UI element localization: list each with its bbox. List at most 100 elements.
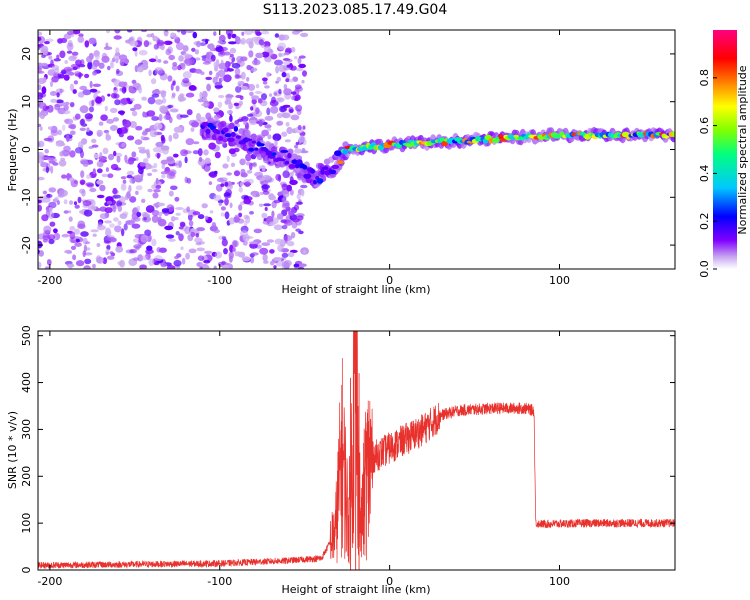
spectrogram-cell [84,113,94,120]
spectrogram-cell [73,80,79,85]
spectrogram-cell [498,134,504,140]
spectrogram-cell [48,160,56,164]
spectrogram-cell [176,253,182,258]
spectrogram-cell [77,91,85,98]
spectrogram-cell [276,120,284,126]
spectrogram-cell [285,122,290,127]
spectrogram-cell [164,225,174,231]
spectrogram-cell [266,107,271,116]
spectrogram-cell [281,112,291,119]
spectrogram-cell [59,50,66,59]
spectrogram-cell [201,90,208,99]
spectrogram-cell [201,203,208,209]
spectrogram-cell [154,88,160,93]
spectrogram-cell [244,30,253,36]
spectrogram-cell [229,53,234,58]
spectrogram-cell [228,41,237,45]
spectrogram-cell [118,196,126,203]
spectrogram-cell [342,149,349,155]
y-tick-label: 10 [20,95,33,109]
spectrogram-cell [131,223,141,229]
spectrogram-cell [336,160,344,165]
spectrogram-cell [269,221,276,226]
spectrogram-cell [262,190,270,195]
spectrogram-cell [83,252,93,256]
spectrogram-cell [296,215,304,221]
spectrogram-cell [79,210,83,214]
spectrogram-cell [266,58,272,63]
spectrogram-cell [72,89,77,94]
spectrogram-cell [93,153,99,159]
spectrogram-cell [258,39,264,46]
spectrogram-cell [98,121,104,126]
spectrogram-cell [297,263,307,268]
spectrogram-cell [196,227,206,232]
spectrogram-cell [269,99,279,107]
spectrogram-cell [282,58,291,61]
spectrogram-cell [170,185,178,191]
spectrogram-cell [254,30,261,35]
spectrogram-cell [222,163,229,169]
spectrogram-cell [238,187,243,193]
spectrogram-cell [155,141,164,148]
spectrogram-cell [190,127,195,132]
spectrogram-cell [293,263,300,268]
spectrogram-cell [179,221,186,228]
spectrogram-cell [79,105,89,114]
spectrogram-cell [171,64,178,71]
spectrogram-cell [61,124,66,131]
spectrogram-cell [44,41,50,45]
spectrogram-cell [224,133,232,138]
spectrogram-cell [261,165,266,172]
snr-frame [37,330,676,571]
spectrogram-cell [224,197,229,206]
spectrogram-cell [80,170,85,179]
spectrogram-cell [155,202,159,209]
spectrogram-cell [261,51,270,58]
spectrogram-cell [281,252,289,258]
spectrogram-cell [158,113,163,122]
y-tick-label: -20 [20,236,33,254]
colorbar-ticks: 0.0 0.2 0.4 0.6 0.8 [698,69,717,278]
spectrogram-cell [277,42,287,51]
spectrogram-cell [141,255,148,261]
spectrogram-cell [243,198,252,205]
spectrogram-cell [234,74,240,79]
spectrogram-cell [166,156,174,162]
spectrogram-cell [229,47,237,54]
spectrogram-cell [147,96,156,105]
spectrogram-cell [104,220,112,224]
spectrogram-cell [139,162,147,167]
spectrogram-cell [254,90,263,95]
spectrogram-cell [201,121,209,127]
spectrogram-cell [92,83,102,88]
spectrogram-cell [246,77,250,82]
spectrogram-cell [303,173,312,179]
spectrogram-cell [61,233,70,238]
spectrogram-cell [79,119,85,126]
spectrogram-cell [89,187,97,193]
spectrogram-cell [177,94,184,102]
spectrogram-cell [296,67,304,72]
spectrogram-cell [106,200,113,205]
spectrogram-cell [290,231,296,239]
spectrogram-cell [224,211,230,220]
spectrogram-cell [175,212,181,216]
spectrogram-cell [300,32,309,38]
spectrogram-cell [284,160,290,165]
spectrogram-cell [297,124,302,131]
spectrogram-cell [38,102,47,109]
spectrogram-cell [75,113,81,120]
spectrogram-cell [235,36,241,45]
spectrogram-cell [263,45,272,53]
spectrogram-cell [213,170,218,175]
spectrogram-cell [218,202,222,206]
spectrogram-cell [223,74,232,83]
spectrogram-cell [269,249,275,254]
y-tick-label: 100 [20,513,33,534]
spectrogram-cell [155,152,162,158]
spectrogram-cell [40,162,49,168]
spectrogram-cell [172,132,179,140]
spectrogram-cell [228,102,233,110]
spectrogram-cell [264,115,274,121]
